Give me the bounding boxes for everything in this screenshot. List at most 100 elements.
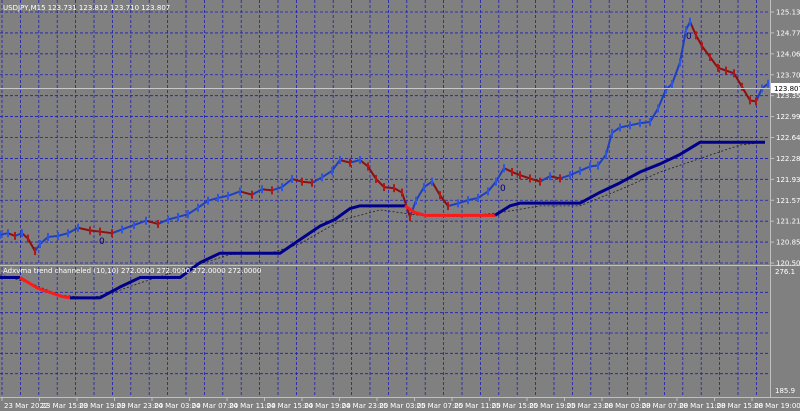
time-label: 23 Mar 23:00 [117,402,164,410]
price-bar [741,82,743,91]
price-segment [331,158,341,172]
price-segment [439,194,449,208]
price-bar [629,121,631,130]
price-segment [27,237,36,253]
price-label: 121.930 [776,176,800,184]
price-segment [725,69,735,75]
main-plot-area[interactable] [0,0,770,264]
price-segment [197,199,209,209]
price-segment [99,230,113,235]
time-label: 25 Mar 15:00 [492,402,539,410]
price-bar [251,190,253,199]
price-bar [21,229,23,238]
price-segment [611,126,621,134]
price-bar [197,203,199,212]
price-bar [0,230,1,239]
price-bar [77,223,79,232]
price-label: 124.770 [776,29,800,37]
price-bar [639,119,641,128]
time-label: 23 Mar 2022 [4,402,48,410]
price-segment [321,169,333,179]
price-segment [447,202,459,208]
event-marker[interactable]: 0 [99,237,105,247]
price-bar [207,196,209,205]
price-segment [467,196,479,202]
price-segment [709,55,719,69]
price-segment [477,190,489,199]
price-bar [725,66,727,75]
price-bar [375,174,377,183]
price-segment [281,177,293,189]
price-segment [207,196,219,202]
price-bar [217,193,219,202]
price-segment [529,177,541,183]
price-segment [111,228,123,235]
price-bar [755,97,757,106]
price-segment [431,180,441,197]
price-bar [579,166,581,175]
symbol-header: USDJPY,M15 123.731 123.812 123.710 123.8… [3,4,170,12]
price-bar [301,177,303,186]
price-segment [367,165,377,180]
indicator-trend-segment [70,204,405,300]
price-bar [549,172,551,181]
price-bar [89,226,91,235]
price-segment [349,158,361,164]
price-segment [157,218,169,225]
indicator-signal-line [0,141,766,299]
price-label: 122.280 [776,155,800,163]
price-bar [331,166,333,175]
price-bar [271,186,273,195]
price-bar [239,187,241,196]
price-label: 120.500 [776,260,800,268]
price-bar [177,212,179,221]
price-segment [133,219,147,227]
price-segment [701,45,711,58]
price-bar [733,69,735,78]
price-bar [367,162,369,171]
price-label: 125.130 [776,9,800,17]
price-segment [167,215,179,221]
price-segment [77,226,91,232]
price-bar [261,185,263,194]
price-bar [611,128,613,137]
time-label: 23 Mar 15:00 [42,402,89,410]
price-bar [47,232,49,241]
price-segment [597,153,607,167]
price-bar [111,229,113,238]
price-label: 123.350 [776,92,800,100]
price-segment [415,186,425,202]
price-segment [375,177,385,189]
price-segment [383,186,395,190]
price-segment [639,121,651,125]
indicator-plot-area[interactable] [0,267,770,397]
time-label: 28 Mar 15:00 [717,402,764,410]
price-segment [227,190,241,197]
price-bar [409,212,411,221]
current-price-marker: 123.807 [0,83,800,93]
event-marker[interactable]: 0 [686,32,692,42]
price-bar [439,191,441,200]
price-bar [695,31,697,40]
price-segment [57,232,69,237]
price-series[interactable] [0,17,769,256]
price-bar [685,25,687,34]
event-marker[interactable]: 0 [500,184,506,194]
price-bar [447,202,449,211]
time-label: 25 Mar 23:00 [567,402,614,410]
price-bar [311,178,313,187]
price-bar [415,196,417,205]
price-bar [39,240,41,249]
price-bar [511,167,513,176]
price-bar [539,177,541,186]
price-bar [559,174,561,183]
price-bar [34,247,36,256]
indicator-series[interactable] [0,140,766,300]
price-label: 122.990 [776,113,800,121]
price-bar [67,229,69,238]
price-segment [187,206,199,216]
price-bar [359,155,361,164]
time-label: 25 Mar 03:00 [379,402,426,410]
